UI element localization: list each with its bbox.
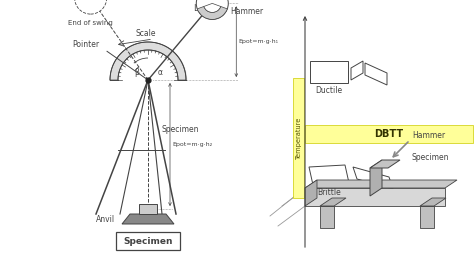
Polygon shape [309, 165, 349, 185]
Polygon shape [320, 206, 334, 228]
Text: Starting Position: Starting Position [0, 257, 1, 258]
Text: Specimen: Specimen [412, 154, 449, 163]
Polygon shape [122, 214, 174, 224]
Circle shape [196, 0, 228, 19]
Polygon shape [420, 198, 446, 206]
Polygon shape [305, 188, 445, 206]
Polygon shape [370, 160, 382, 196]
Text: Brittle: Brittle [317, 188, 341, 197]
Text: α: α [158, 68, 163, 77]
Polygon shape [305, 180, 457, 188]
Wedge shape [204, 3, 221, 12]
Wedge shape [197, 6, 228, 19]
Polygon shape [420, 206, 434, 228]
Text: Ductile: Ductile [315, 86, 343, 95]
Text: Specimen: Specimen [123, 237, 173, 246]
FancyBboxPatch shape [116, 232, 180, 250]
Text: Temperature: Temperature [295, 117, 301, 159]
Polygon shape [365, 63, 387, 85]
Text: L: L [193, 4, 198, 13]
Text: β: β [134, 68, 139, 77]
Text: Pointer: Pointer [72, 40, 99, 49]
Text: DBTT: DBTT [374, 129, 403, 139]
Text: End of swing: End of swing [68, 20, 113, 26]
Polygon shape [351, 61, 363, 80]
Circle shape [74, 0, 107, 14]
FancyBboxPatch shape [293, 78, 304, 198]
Bar [305, 125, 473, 143]
Text: Hammer: Hammer [412, 132, 445, 141]
Bar [139, 204, 157, 214]
Text: Hammer: Hammer [230, 7, 264, 16]
Polygon shape [353, 167, 393, 189]
Text: Epot=m·g·h₁: Epot=m·g·h₁ [238, 39, 278, 44]
Polygon shape [305, 180, 317, 206]
Polygon shape [370, 160, 400, 168]
Text: Anvil: Anvil [96, 215, 115, 224]
Polygon shape [320, 198, 346, 206]
Bar [310, 61, 348, 83]
Polygon shape [110, 42, 186, 80]
Text: Scale: Scale [136, 29, 156, 38]
Text: Epot=m·g·h₂: Epot=m·g·h₂ [172, 142, 212, 147]
Text: Specimen: Specimen [162, 125, 200, 134]
